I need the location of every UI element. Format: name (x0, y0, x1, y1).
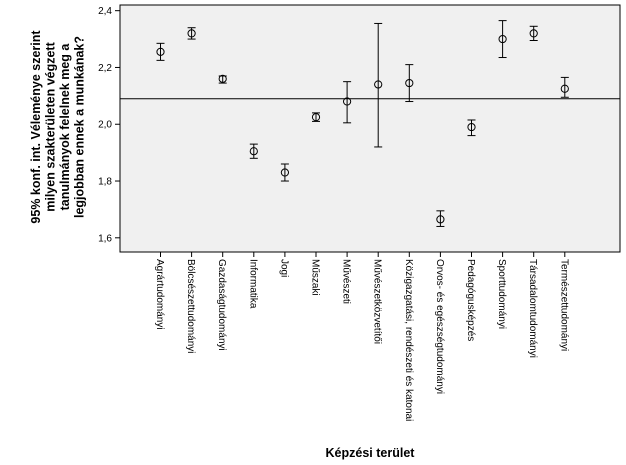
y-axis-title-line: 95% konf. int. Véleménye szerint (29, 30, 43, 224)
y-axis-title-line: milyen szakterületen végzett (44, 41, 58, 211)
y-axis-title: 95% konf. int. Véleménye szerint milyen s… (29, 30, 87, 224)
mean-marker (436, 215, 445, 224)
x-tick-label: Természettudományi (558, 259, 569, 351)
y-axis: 1,6 1,8 2,0 2,2 2,4 (98, 6, 120, 244)
x-tick-label: Jogi (278, 259, 289, 277)
mean-marker (498, 34, 507, 44)
error-bar (187, 27, 196, 40)
mean-marker (343, 97, 352, 106)
error-bar (156, 42, 165, 61)
y-tick-label: 2,4 (98, 6, 112, 17)
x-tick-label: Közigazgatási, rendészeti és katonai (403, 259, 414, 421)
mean-marker (560, 84, 569, 93)
y-tick-label: 1,6 (98, 233, 112, 244)
mean-marker (529, 29, 538, 38)
error-bar (467, 119, 476, 137)
mean-marker (311, 113, 321, 122)
mean-marker (218, 74, 227, 83)
x-tick-label: Informatika (247, 259, 258, 309)
error-bar (498, 20, 507, 59)
y-tick-label: 2,2 (98, 63, 112, 74)
error-bar (311, 112, 321, 122)
data-series (156, 20, 569, 227)
x-axis-title: Képzési terület (326, 446, 416, 460)
x-tick-label: Társadalomtudományi (527, 259, 538, 358)
x-tick-label: Pedagógusképzés (465, 259, 476, 341)
error-bar (405, 64, 414, 103)
error-bar (529, 25, 538, 41)
x-axis: Agrártudományi Bölcsészettudományi Gazdasá… (154, 252, 569, 421)
error-bar (280, 163, 289, 182)
x-tick-label: Műszaki (310, 259, 321, 296)
error-bar (436, 210, 445, 227)
y-axis-title-line: tanulmányok felelnek meg a (58, 43, 72, 211)
mean-marker (156, 47, 165, 56)
error-bar (560, 76, 569, 98)
mean-marker (405, 78, 414, 88)
mean-marker (249, 147, 258, 156)
error-bar (343, 81, 352, 124)
mean-marker (280, 168, 289, 177)
x-tick-label: Bölcsészettudományi (185, 259, 196, 354)
mean-marker (187, 29, 196, 38)
plot-area (119, 4, 621, 253)
x-tick-label: Gazdaságtudományi (216, 259, 227, 351)
mean-marker (467, 122, 476, 132)
x-tick-label: Agrártudományi (154, 259, 165, 330)
x-tick-label: Sporttudományi (496, 259, 507, 329)
x-tick-label: Művészeti (341, 259, 352, 304)
error-bar (374, 22, 383, 148)
y-tick-label: 1,8 (98, 177, 112, 188)
x-tick-label: Művészetközvetítői (372, 259, 383, 344)
x-tick-label: Orvos- és egészségtudományi (434, 259, 445, 394)
error-bar (218, 74, 227, 84)
mean-marker (374, 80, 383, 89)
y-tick-label: 2,0 (98, 120, 112, 131)
y-axis-title-line: legjobban ennek a munkának? (73, 36, 87, 218)
error-bar (249, 143, 258, 159)
